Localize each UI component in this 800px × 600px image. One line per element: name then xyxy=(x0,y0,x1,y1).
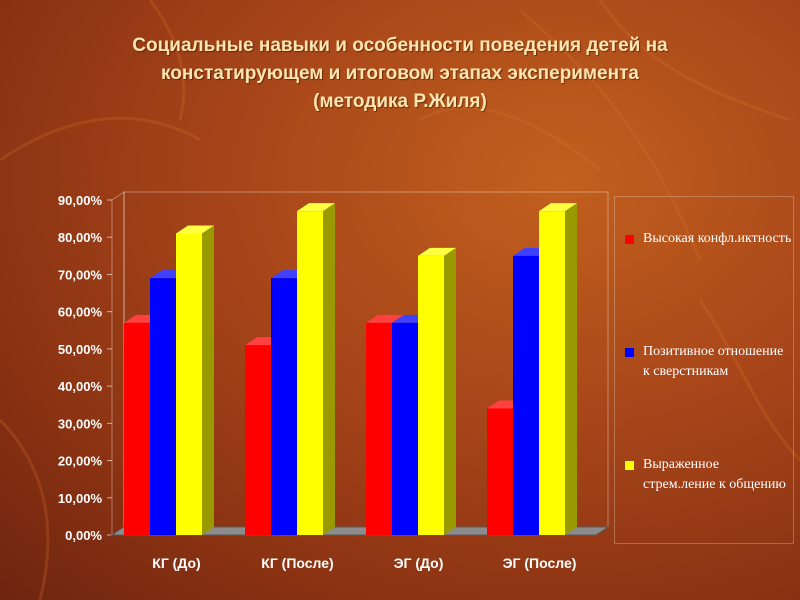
y-tick-label: 90,00% xyxy=(58,193,103,208)
y-tick-label: 70,00% xyxy=(58,267,103,282)
title-line-3: (методика Р.Жиля) xyxy=(313,91,487,112)
x-tick-label: ЭГ (До) xyxy=(394,555,444,571)
bar-side xyxy=(444,247,456,536)
x-tick-label: КГ (До) xyxy=(152,555,200,571)
y-tick-label: 80,00% xyxy=(58,230,103,245)
chart-title: Социальные навыки и особенности поведени… xyxy=(40,32,760,116)
bar-0-2 xyxy=(176,233,202,535)
bar-0-0 xyxy=(124,322,150,535)
bar-side xyxy=(202,225,214,535)
title-line-1: Социальные навыки и особенности поведени… xyxy=(132,35,668,56)
legend-label: Позитивное отношение к сверстникам xyxy=(643,344,784,379)
legend-swatch-red xyxy=(625,235,634,244)
legend-label: Высокая конфл.иктность xyxy=(643,231,792,246)
bar-1-0 xyxy=(245,345,271,535)
y-tick-label: 10,00% xyxy=(58,491,103,506)
bar-0-1 xyxy=(150,278,176,535)
bar-3-0 xyxy=(487,408,513,535)
bar-side xyxy=(565,203,577,535)
bar-2-1 xyxy=(392,322,418,535)
bar-top xyxy=(297,203,335,212)
x-tick-label: ЭГ (После) xyxy=(503,555,577,571)
y-tick-label: 0,00% xyxy=(65,528,102,543)
bar-top xyxy=(418,247,456,256)
y-tick-label: 20,00% xyxy=(58,454,103,469)
bar-top xyxy=(366,314,404,323)
bar-3-2 xyxy=(539,211,565,535)
y-tick-label: 30,00% xyxy=(58,416,103,431)
bar-2-0 xyxy=(366,322,392,535)
bar-2-2 xyxy=(418,255,444,536)
y-tick-label: 60,00% xyxy=(58,305,103,320)
legend-label: Выраженное стрем.ление к общению xyxy=(643,457,786,492)
title-line-2: констатирующем и итоговом этапах экспери… xyxy=(161,63,639,84)
legend-swatch-blue xyxy=(625,348,634,357)
bar-side xyxy=(323,203,335,535)
y-tick-label: 40,00% xyxy=(58,379,103,394)
bar-3-1 xyxy=(513,255,539,536)
bar-top xyxy=(539,203,577,212)
bar-top xyxy=(176,225,214,234)
bar-1-2 xyxy=(297,211,323,535)
plot-side-wall xyxy=(111,191,125,536)
x-tick-label: КГ (После) xyxy=(261,555,333,571)
bar-1-1 xyxy=(271,278,297,535)
legend-swatch-yellow xyxy=(625,461,634,470)
chart-legend: Высокая конфл.иктность Позитивное отноше… xyxy=(614,196,794,544)
y-tick-label: 50,00% xyxy=(58,342,103,357)
